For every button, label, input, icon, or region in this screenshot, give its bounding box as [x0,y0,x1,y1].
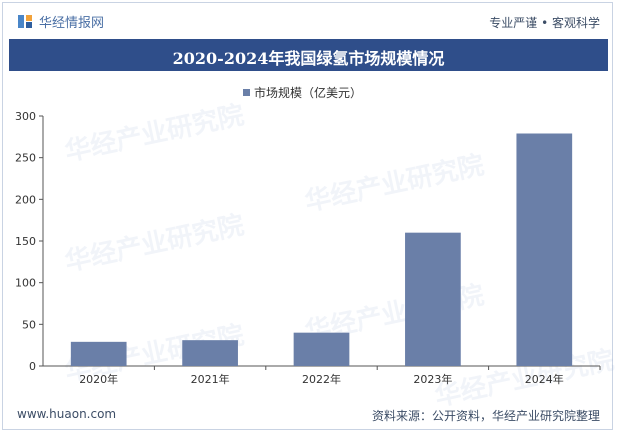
x-tick-label: 2021年 [191,372,230,386]
title-bar: 2020-2024年我国绿氢市场规模情况 [9,39,608,71]
bar [516,133,573,366]
chart-title: 2020-2024年我国绿氢市场规模情况 [172,49,445,68]
source-note: 资料来源：公开资料，华经产业研究院整理 [371,409,600,423]
x-tick-label: 2023年 [413,372,452,386]
legend: 市场规模（亿美元） [243,85,362,100]
top-bar: 华经情报网 专业严谨 • 客观科学 [3,3,612,37]
y-tick-label: 50 [22,318,36,331]
y-tick-label: 150 [15,235,36,248]
bar [70,341,127,366]
y-tick-label: 100 [15,277,36,290]
y-tick-label: 300 [15,110,36,123]
huajing-logo-icon [18,15,32,28]
bar-chart: 市场规模（亿美元） 0 50 100 150 200 250 300 2020年 2021年 20… [15,85,601,386]
site-url[interactable]: www.huaon.com [17,407,117,421]
legend-swatch [243,89,250,96]
bar [293,332,350,366]
brand-name: 华经情报网 [39,16,105,31]
legend-label: 市场规模（亿美元） [254,85,362,100]
slogan: 专业严谨 • 客观科学 [489,16,600,30]
bar [182,340,238,366]
x-tick-label: 2024年 [525,372,564,386]
x-tick-label: 2022年 [302,372,341,386]
x-tick-label: 2020年 [79,372,118,386]
footer: www.huaon.com 资料来源：公开资料，华经产业研究院整理 [3,401,612,431]
y-tick-label: 0 [29,360,36,373]
brand[interactable]: 华经情报网 [17,12,104,31]
y-tick-label: 250 [15,152,36,165]
y-tick-label: 200 [15,193,36,206]
plot-area: 0 50 100 150 200 250 300 2020年 2021年 2022年 2023年 20… [15,110,601,386]
bar [405,232,461,366]
